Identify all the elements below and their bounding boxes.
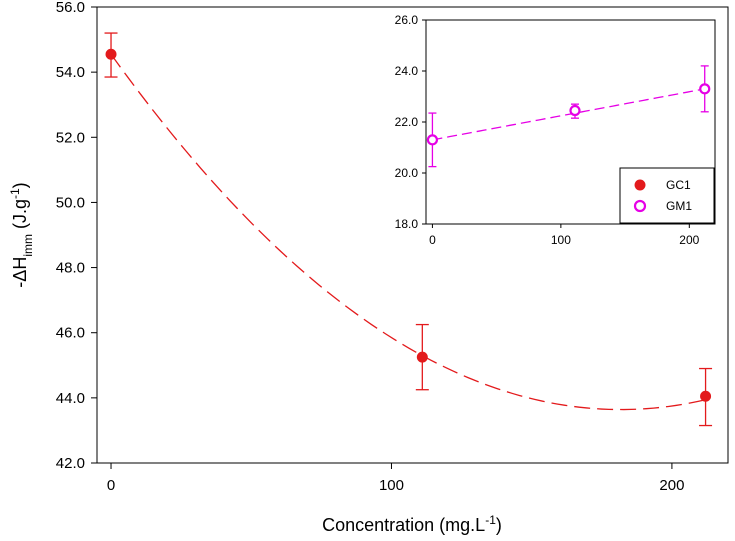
inset-ytick-label: 20.0 [395, 166, 419, 180]
inset-xtick-label: 0 [429, 233, 436, 247]
legend-marker-gm1 [633, 199, 647, 213]
legend: GC1 GM1 [619, 167, 715, 224]
inset-ytick-label: 18.0 [395, 217, 419, 231]
gc1-data-point [105, 48, 117, 60]
legend-label-gc1: GC1 [666, 178, 691, 192]
legend-box [619, 167, 715, 224]
gm1-data-point [426, 134, 439, 146]
inset-ytick-label: 26.0 [395, 13, 419, 27]
axis-titles: Concentration (mg.L-1) -ΔHimm (J.g-1) [8, 182, 502, 535]
inset-xtick-label: 100 [551, 233, 571, 247]
main-ytick-label: 56.0 [56, 0, 85, 16]
main-ytick-label: 52.0 [56, 129, 85, 146]
main-ytick-label: 44.0 [56, 390, 85, 407]
inset-ytick-label: 22.0 [395, 115, 419, 129]
main-ytick-label: 50.0 [56, 194, 85, 211]
inset-xtick-label: 200 [679, 233, 699, 247]
inset-ytick-label: 24.0 [395, 64, 419, 78]
main-xtick-label: 200 [659, 477, 684, 494]
main-ytick-label: 48.0 [56, 260, 85, 277]
gm1-data-point [569, 104, 581, 117]
y-axis-title: -ΔHimm (J.g-1) [8, 182, 35, 287]
main-xtick-label: 100 [379, 477, 404, 494]
x-axis-title: Concentration (mg.L-1) [322, 513, 502, 535]
main-ytick-label: 46.0 [56, 325, 85, 342]
legend-label-gm1: GM1 [666, 199, 692, 213]
main-ytick-label: 54.0 [56, 64, 85, 81]
gc1-data-point [700, 390, 712, 402]
legend-marker-gc1 [634, 179, 646, 191]
gm1-fit-line [432, 88, 705, 141]
gc1-data-point [416, 351, 428, 363]
gc1-fit-line [110, 53, 706, 411]
main-xtick-label: 0 [107, 477, 115, 494]
gm1-data-point [699, 83, 711, 95]
main-ytick-label: 42.0 [56, 455, 85, 472]
